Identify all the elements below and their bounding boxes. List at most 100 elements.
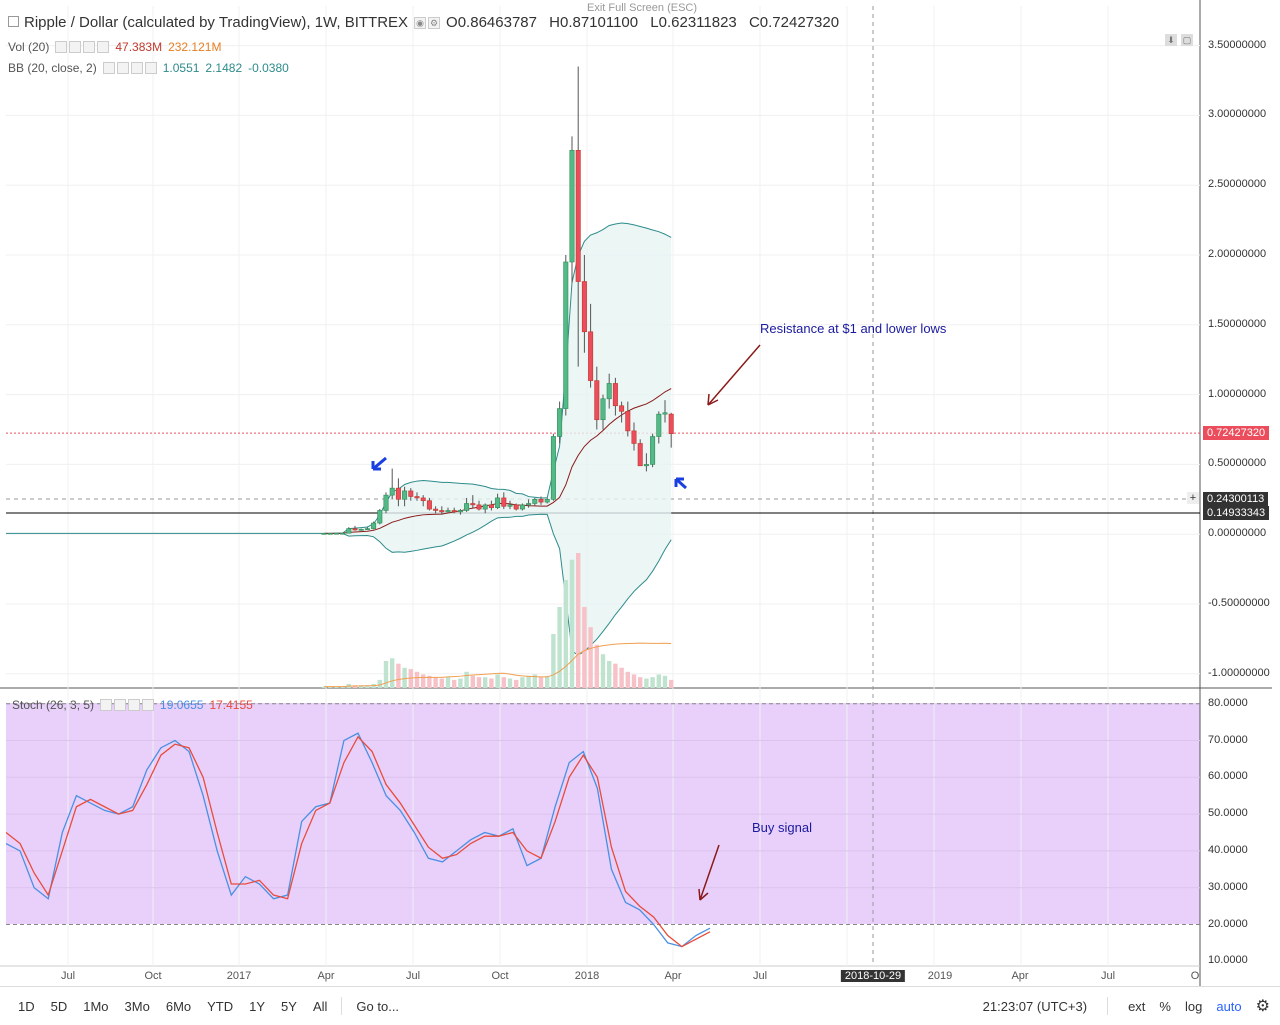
- volume-bar: [644, 678, 649, 688]
- volume-bar: [557, 607, 562, 688]
- close-value: 0.72427320: [759, 14, 840, 31]
- stoch-controls[interactable]: [100, 699, 155, 711]
- candle-body: [451, 510, 457, 513]
- bb-eye-icon[interactable]: [102, 62, 115, 74]
- bb-add-icon[interactable]: [130, 62, 143, 74]
- price-tick-label: 0.50000000: [1208, 457, 1267, 470]
- candle-body: [321, 533, 327, 535]
- time-tick-label: 2017: [226, 970, 252, 982]
- range-button-5d[interactable]: 5D: [50, 998, 68, 1014]
- time-tick-label: Oct: [491, 970, 509, 982]
- bb-close-icon[interactable]: [144, 62, 157, 74]
- candle-body: [333, 532, 339, 535]
- vol-settings-icon[interactable]: [69, 41, 82, 53]
- resistance-arrow: [707, 344, 761, 406]
- resistance-arrowhead: [707, 393, 719, 406]
- candle-body: [346, 528, 352, 534]
- pane-down-icon[interactable]: ⬇: [1165, 34, 1177, 46]
- candle-body: [526, 503, 532, 506]
- volume-bar: [507, 678, 513, 688]
- bb-lower-line: [324, 513, 672, 656]
- goto-button[interactable]: Go to...: [356, 998, 400, 1014]
- volume-bar: [638, 677, 643, 688]
- candle-body: [377, 510, 383, 524]
- candle-body: [457, 510, 463, 513]
- candle-body: [482, 504, 488, 510]
- volume-bar: [383, 661, 389, 688]
- volume-bar: [390, 658, 395, 688]
- collapse-icon[interactable]: [8, 16, 19, 27]
- close-price-badge: 0.72427320: [1203, 426, 1270, 440]
- candle-body: [662, 412, 668, 415]
- eye-icon[interactable]: ◉: [414, 16, 427, 29]
- price-tick-label: -0.50000000: [1208, 597, 1270, 609]
- candle-body: [538, 498, 544, 503]
- candle-body: [637, 443, 643, 467]
- pane-controls[interactable]: ⬇ ▢: [1165, 34, 1193, 46]
- stoch-tick-label: 30.0000: [1208, 880, 1248, 893]
- ext-toggle[interactable]: ext: [1128, 998, 1146, 1014]
- percent-toggle[interactable]: %: [1159, 998, 1171, 1014]
- stoch-eye-icon[interactable]: [100, 699, 113, 711]
- stoch-add-icon[interactable]: [128, 699, 141, 711]
- add-alert-icon[interactable]: +: [1187, 492, 1199, 504]
- range-button-3mo[interactable]: 3Mo: [124, 998, 150, 1014]
- bottom-toolbar: 1D 5D 1Mo 3Mo 6Mo YTD 1Y 5Y All Go to... 21:23:0…: [0, 986, 1280, 1025]
- candle-body: [631, 430, 637, 444]
- clock[interactable]: 21:23:07 (UTC+3): [982, 998, 1088, 1014]
- range-button-1mo[interactable]: 1Mo: [83, 998, 109, 1014]
- stoch-tick-label: 60.0000: [1208, 770, 1248, 783]
- candle-body: [550, 436, 556, 500]
- toolbar-divider: [1107, 997, 1109, 1015]
- candle-body: [625, 411, 631, 432]
- candle-body: [327, 533, 333, 535]
- volume-ma-line: [324, 642, 672, 688]
- volume-bar: [408, 669, 413, 688]
- volume-bar: [538, 677, 544, 688]
- range-button-6mo[interactable]: 6Mo: [165, 998, 192, 1014]
- range-button-ytd[interactable]: YTD: [207, 998, 234, 1014]
- auto-toggle[interactable]: auto: [1216, 998, 1242, 1014]
- vol-eye-icon[interactable]: [55, 41, 68, 53]
- exit-fullscreen-button[interactable]: Exit Full Screen (ESC): [585, 2, 700, 14]
- volume-bar: [594, 644, 599, 688]
- volume-bar: [321, 686, 327, 688]
- candle-body: [408, 490, 414, 497]
- volume-bar: [433, 677, 438, 688]
- pane-maximize-icon[interactable]: ▢: [1181, 34, 1193, 46]
- volume-bar: [365, 685, 370, 688]
- candle-body: [507, 504, 513, 507]
- volume-bar: [514, 679, 519, 688]
- candle-body: [420, 497, 426, 501]
- bb-settings-icon[interactable]: [116, 62, 129, 74]
- volume-bar: [427, 675, 432, 688]
- time-tick-label: 2018: [574, 970, 600, 982]
- stoch-tick-label: 80.0000: [1208, 696, 1248, 709]
- range-button-all[interactable]: All: [312, 998, 328, 1014]
- stoch-close-icon[interactable]: [142, 699, 155, 711]
- bb-controls[interactable]: [102, 62, 157, 74]
- vol-add-icon[interactable]: [83, 41, 96, 53]
- settings-gear-icon[interactable]: ⚙: [1255, 998, 1270, 1015]
- candle-body: [464, 503, 470, 511]
- candle-body: [495, 497, 501, 508]
- volume-bar: [445, 677, 451, 688]
- bottom-right-controls: 21:23:07 (UTC+3) ext % log auto ⚙: [983, 996, 1270, 1016]
- settings-icon[interactable]: ⚙: [428, 16, 441, 29]
- range-button-1y[interactable]: 1Y: [249, 998, 266, 1014]
- volume-bar: [582, 607, 587, 688]
- stoch-settings-icon[interactable]: [114, 699, 127, 711]
- vol-close-icon[interactable]: [97, 41, 110, 53]
- time-tick-label: Oct: [144, 970, 162, 982]
- time-tick-label: Jul: [1100, 970, 1116, 982]
- log-toggle[interactable]: log: [1184, 998, 1203, 1014]
- range-button-1d[interactable]: 1D: [18, 998, 35, 1014]
- line-price-badge: 0.14933343: [1203, 506, 1270, 520]
- vol-controls[interactable]: [55, 41, 110, 53]
- candle-body: [668, 413, 674, 434]
- range-button-5y[interactable]: 5Y: [281, 998, 297, 1014]
- title-controls[interactable]: ◉ ⚙: [414, 16, 441, 29]
- candle-body: [414, 496, 420, 499]
- candle-body: [643, 464, 649, 467]
